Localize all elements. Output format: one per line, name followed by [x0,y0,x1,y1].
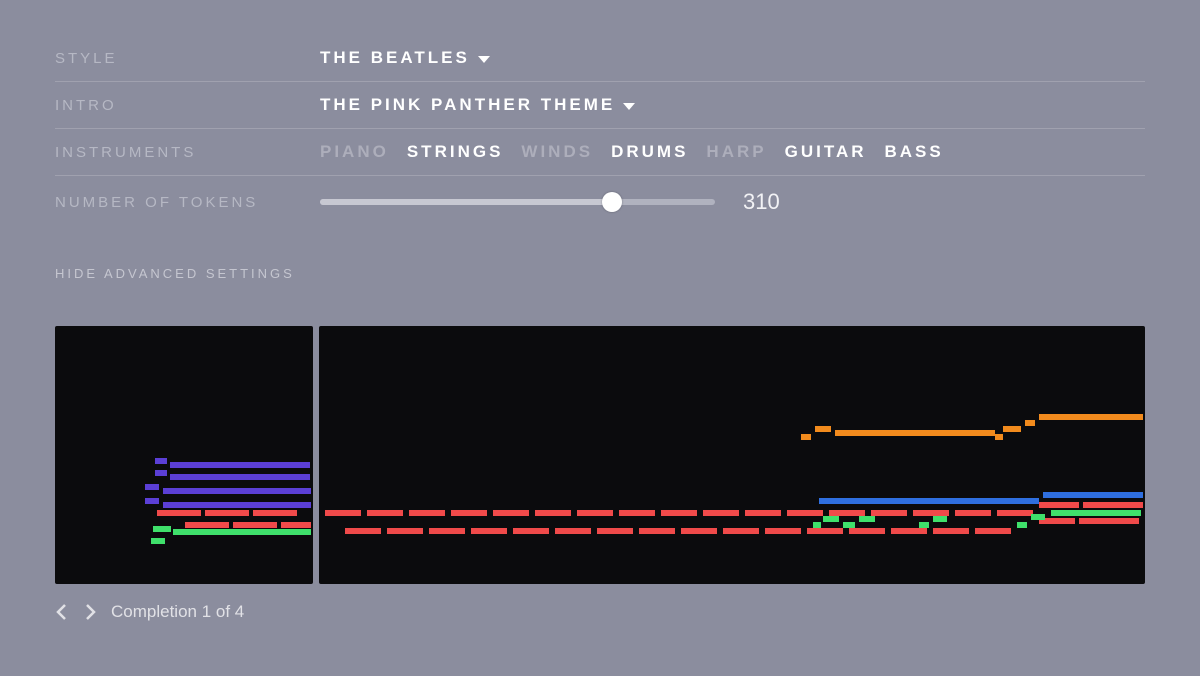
note [787,510,823,516]
instruments-list: PIANO STRINGS WINDS DRUMS HARP GUITAR BASS [320,142,944,162]
note [891,528,927,534]
piano-roll [55,326,1145,584]
note [681,528,717,534]
note [823,516,839,522]
note [170,462,310,468]
intro-label: INTRO [55,97,320,114]
note [849,528,885,534]
note [281,522,311,528]
note [493,510,529,516]
note [955,510,991,516]
style-label: STYLE [55,50,320,67]
note [145,484,159,490]
intro-value: THE PINK PANTHER THEME [320,95,615,115]
note [661,510,697,516]
note [253,510,297,516]
note [145,498,159,504]
note [471,528,507,534]
note [155,470,167,476]
note [933,528,969,534]
prev-completion-button[interactable] [55,602,69,622]
instrument-strings[interactable]: STRINGS [407,142,504,162]
note [513,528,549,534]
note [409,510,445,516]
note [387,528,423,534]
instrument-piano[interactable]: PIANO [320,142,389,162]
piano-roll-intro[interactable] [55,326,313,584]
style-dropdown[interactable]: THE BEATLES [320,48,490,68]
instrument-harp[interactable]: HARP [706,142,766,162]
note [155,458,167,464]
caret-down-icon [478,56,490,63]
tokens-slider[interactable] [320,199,715,205]
note [1051,510,1141,516]
piano-roll-completion[interactable] [319,326,1145,584]
note [859,516,875,522]
tokens-label: NUMBER OF TOKENS [55,194,320,211]
note [995,434,1003,440]
note [1079,518,1139,524]
note [997,510,1033,516]
note [975,528,1011,534]
instrument-drums[interactable]: DRUMS [611,142,688,162]
note [163,502,311,508]
instrument-bass[interactable]: BASS [885,142,944,162]
note [745,510,781,516]
instrument-guitar[interactable]: GUITAR [785,142,867,162]
toggle-advanced-settings[interactable]: HIDE ADVANCED SETTINGS [55,266,1145,281]
note [807,528,843,534]
note [345,528,381,534]
note [1043,492,1143,498]
note [723,528,759,534]
note [1003,426,1021,432]
note [577,510,613,516]
note [813,522,821,528]
caret-down-icon [623,103,635,110]
note [451,510,487,516]
note [153,526,171,532]
instrument-winds[interactable]: WINDS [521,142,593,162]
note [429,528,465,534]
note [367,510,403,516]
completion-counter: Completion 1 of 4 [111,602,244,622]
note [205,510,249,516]
note [1083,502,1143,508]
intro-dropdown[interactable]: THE PINK PANTHER THEME [320,95,635,115]
next-completion-button[interactable] [83,602,97,622]
note [819,498,1039,504]
note [170,474,310,480]
note [1025,420,1035,426]
note [919,522,929,528]
note [871,510,907,516]
note [835,430,995,436]
tokens-value: 310 [743,189,780,215]
note [1017,522,1027,528]
slider-fill [320,199,612,205]
note [555,528,591,534]
note [619,510,655,516]
note [163,488,311,494]
note [233,522,277,528]
note [325,510,361,516]
instruments-label: INSTRUMENTS [55,144,320,161]
note [801,434,811,440]
note [185,522,229,528]
note [815,426,831,432]
note [173,529,311,535]
note [933,516,947,522]
note [535,510,571,516]
note [639,528,675,534]
note [597,528,633,534]
note [151,538,165,544]
note [843,522,855,528]
note [1031,514,1045,520]
note [1039,502,1079,508]
slider-thumb[interactable] [602,192,622,212]
note [765,528,801,534]
note [157,510,201,516]
note [703,510,739,516]
note [1039,414,1143,420]
style-value: THE BEATLES [320,48,470,68]
